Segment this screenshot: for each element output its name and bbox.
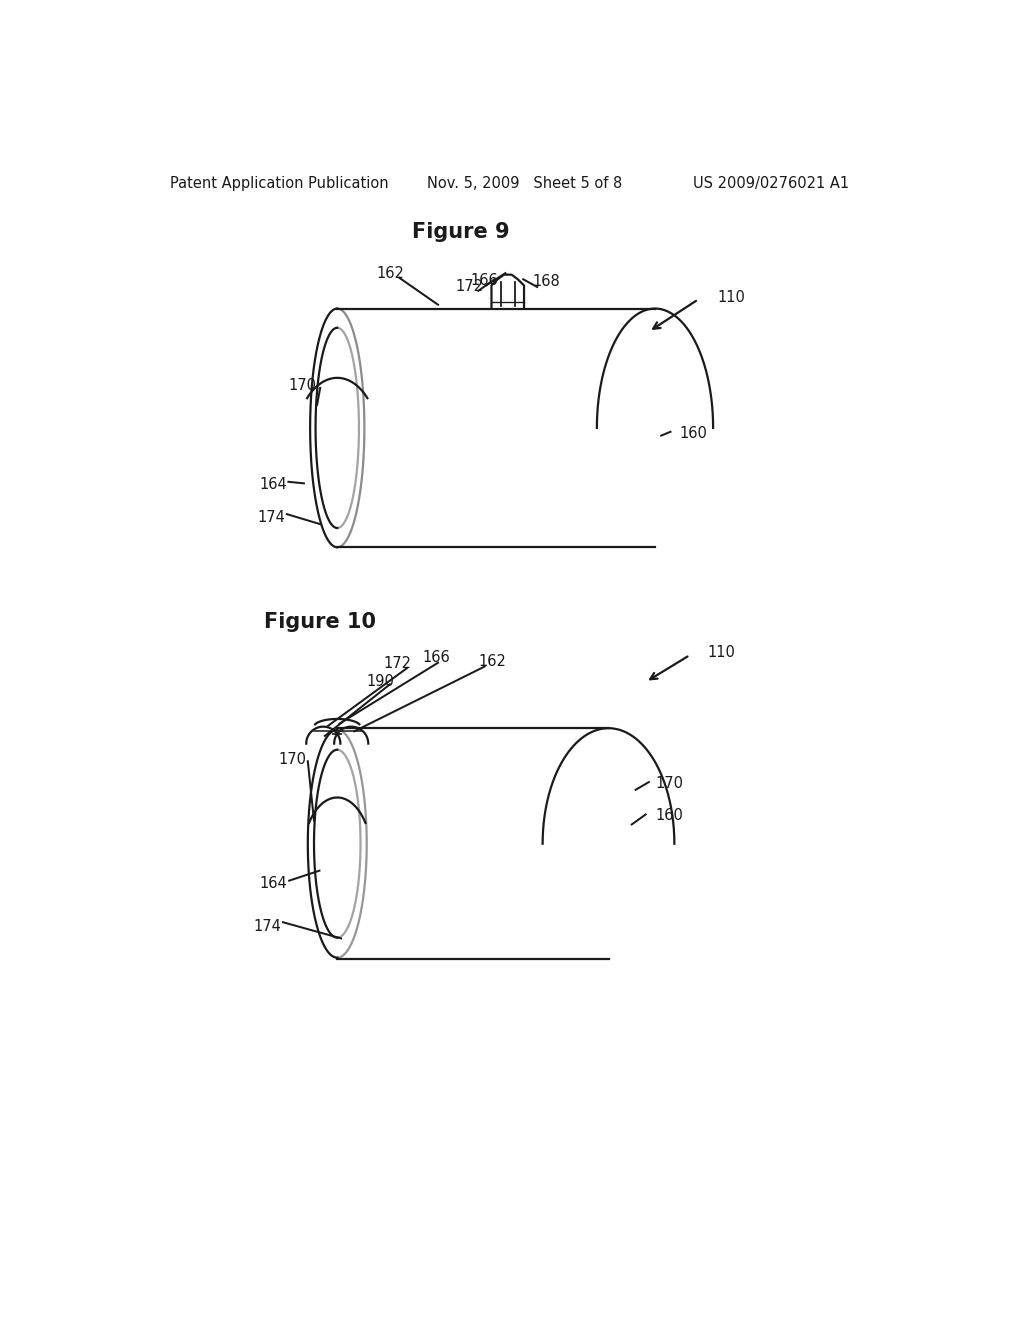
- Text: 174: 174: [254, 919, 282, 933]
- Text: Figure 9: Figure 9: [413, 222, 510, 242]
- Text: 110: 110: [708, 645, 735, 660]
- Text: 162: 162: [478, 653, 506, 669]
- Text: Patent Application Publication: Patent Application Publication: [170, 176, 388, 190]
- Text: Nov. 5, 2009   Sheet 5 of 8: Nov. 5, 2009 Sheet 5 of 8: [427, 176, 623, 190]
- Text: 166: 166: [471, 272, 499, 288]
- Text: 172: 172: [384, 656, 412, 671]
- Text: 162: 162: [376, 267, 403, 281]
- Text: 190: 190: [366, 673, 394, 689]
- Text: US 2009/0276021 A1: US 2009/0276021 A1: [693, 176, 849, 190]
- Text: 164: 164: [260, 876, 288, 891]
- Text: 170: 170: [655, 776, 683, 791]
- Text: 160: 160: [680, 426, 708, 441]
- Text: 172: 172: [455, 280, 483, 294]
- Text: 170: 170: [289, 378, 316, 393]
- Text: 164: 164: [260, 477, 288, 491]
- Text: 160: 160: [655, 808, 683, 824]
- Text: 110: 110: [717, 289, 744, 305]
- Text: 170: 170: [279, 751, 306, 767]
- Text: 166: 166: [423, 649, 451, 665]
- Text: Figure 10: Figure 10: [263, 612, 376, 632]
- Text: 174: 174: [257, 511, 286, 525]
- Text: 168: 168: [532, 275, 560, 289]
